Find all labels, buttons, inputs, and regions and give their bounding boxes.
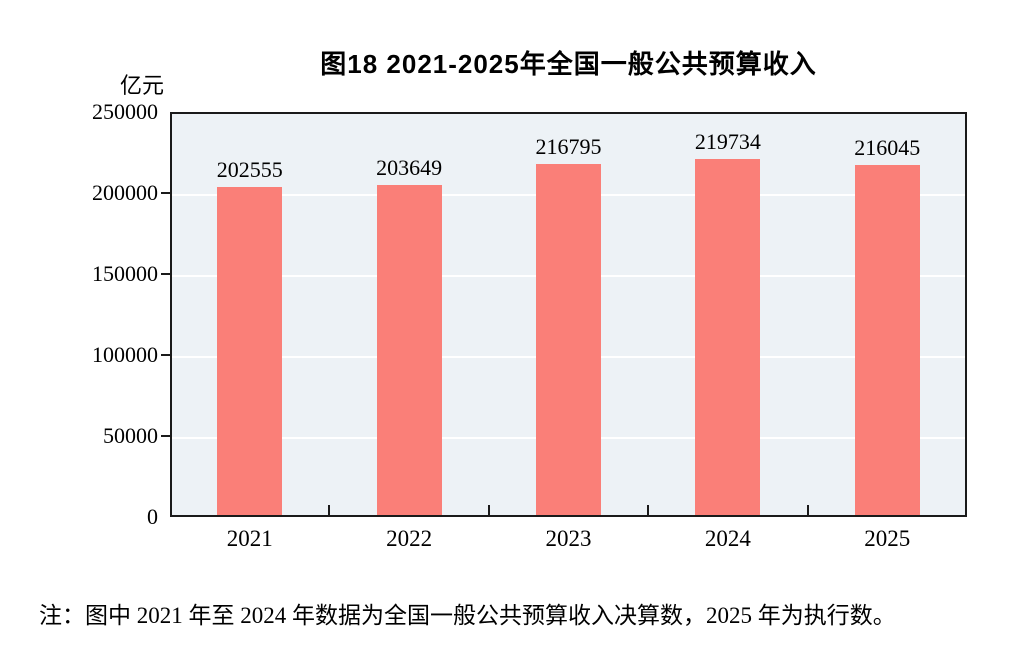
y-axis-tick	[161, 354, 170, 356]
y-axis-unit-label: 亿元	[119, 73, 164, 98]
x-axis-label-2024: 2024	[704, 526, 751, 551]
footnote: 注：图中 2021 年至 2024 年数据为全国一般公共预算收入决算数，2025…	[39, 603, 896, 628]
x-axis-label-2025: 2025	[864, 526, 911, 551]
bar-value-label-2023: 216795	[535, 134, 602, 159]
chart-title: 图18 2021-2025年全国一般公共预算收入	[320, 49, 817, 79]
bar-2022	[376, 185, 442, 515]
x-axis-tick	[328, 505, 331, 517]
x-axis-label-2021: 2021	[226, 526, 273, 551]
y-axis-tick	[161, 435, 170, 437]
y-axis-label: 50000	[103, 423, 158, 448]
x-axis-tick	[647, 505, 650, 517]
bar-2024	[695, 159, 761, 515]
y-axis-label: 0	[147, 504, 158, 529]
x-axis-label-2023: 2023	[545, 526, 592, 551]
bar-value-label-2025: 216045	[854, 135, 921, 160]
bar-value-label-2021: 202555	[216, 157, 283, 182]
y-axis-label: 200000	[92, 180, 158, 205]
y-axis-label: 250000	[92, 99, 158, 124]
x-axis-tick	[487, 505, 490, 517]
x-axis-label-2022: 2022	[386, 526, 433, 551]
y-axis-label: 150000	[92, 261, 158, 286]
bar-2023	[536, 164, 601, 515]
y-axis-tick	[161, 273, 170, 275]
y-axis-label: 100000	[92, 342, 158, 367]
bar-2025	[854, 165, 920, 515]
plot-area	[170, 112, 967, 517]
bar-value-label-2024: 219734	[694, 129, 761, 154]
x-axis-tick	[806, 505, 809, 517]
bar-value-label-2022: 203649	[376, 155, 443, 180]
bar-2021	[217, 187, 283, 515]
y-axis-tick	[161, 192, 170, 194]
